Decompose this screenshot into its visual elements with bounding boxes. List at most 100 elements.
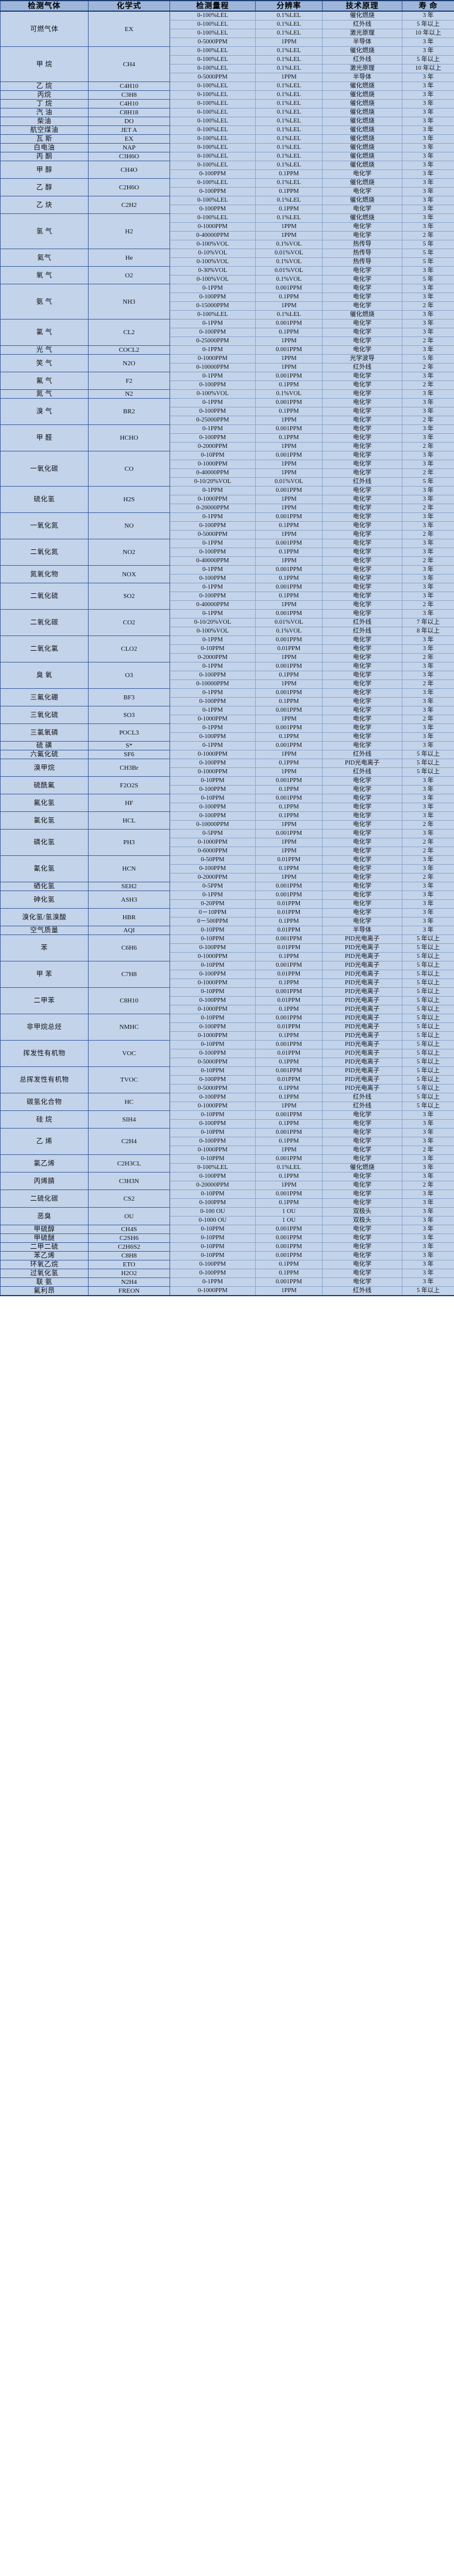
cell-technology: 电化学 (322, 231, 402, 240)
cell-lifetime: 2 年 (402, 301, 454, 311)
cell-detection-range: 0-1PPM (170, 398, 256, 407)
cell-resolution: 0.1%LEL (255, 64, 323, 73)
table-row: 碳氢化合物 HC 0-100PPM 0.1PPM 红外线 5 年以上 (0, 1093, 454, 1111)
cell-chemical-formula: C2H3CL (88, 1154, 170, 1173)
cell-detection-range: 0-100%LEL (170, 55, 256, 64)
cell-detection-range: 0-10PPM (170, 961, 256, 970)
cell-technology: 电化学 (322, 847, 402, 856)
cell-technology: 电化学 (322, 433, 402, 443)
cell-resolution: 0.1%VOL (255, 275, 323, 284)
cell-resolution: 0.001PPM (255, 398, 323, 407)
table-row: 氮 气 N2 0-100%VOL 0.1%VOL 电化学 3 年 (0, 389, 454, 399)
cell-lifetime: 5 年 (402, 477, 454, 487)
cell-resolution: 0.1%LEL (255, 99, 323, 108)
cell-gas-name: 氯化氢 (0, 811, 89, 830)
cell-technology: 半导体 (322, 73, 402, 82)
cell-technology: 催化燃烧 (322, 213, 402, 223)
cell-resolution: 0.1%VOL (255, 240, 323, 249)
table-row: 三氧化硫 SO3 0-1PPM 0.001PPM 电化学 3 年 (0, 706, 454, 724)
cell-lifetime: 5 年以上 (402, 987, 454, 997)
cell-detection-range: 0-10PPM (170, 776, 256, 786)
cell-detection-range: 0-5000PPM (170, 73, 256, 82)
cell-technology: 电化学 (322, 803, 402, 812)
cell-detection-range: 0-100PPM (170, 548, 256, 557)
cell-gas-name: 氦气 (0, 249, 89, 267)
cell-detection-range: 0-5000PPM (170, 38, 256, 47)
cell-lifetime: 5 年以上 (402, 1075, 454, 1085)
table-row: 过氧化氢 H2O2 0-100PPM 0.1PPM 电化学 3 年 (0, 1269, 454, 1278)
cell-detection-range: 0-100PPM (170, 521, 256, 531)
cell-gas-name: 溴 气 (0, 398, 89, 425)
cell-resolution: 0.001PPM (255, 284, 323, 293)
cell-lifetime: 5 年以上 (402, 934, 454, 944)
table-row: 非甲烷总烃 NMHC 0-10PPM 0.001PPM PID光电离子 5 年以上 (0, 1014, 454, 1041)
cell-technology: 电化学 (322, 592, 402, 601)
table-row: 氟化氢 HF 0-10PPM 0.001PPM 电化学 3 年 (0, 794, 454, 812)
cell-detection-range: 0-100PPM (170, 407, 256, 416)
cell-detection-range: 0-100%LEL (170, 196, 256, 205)
table-row: 光 气 COCL2 0-1PPM 0.001PPM 电化学 3 年 (0, 345, 454, 355)
cell-lifetime: 5 年以上 (402, 750, 454, 759)
table-row: 0-5000PPM 1PPM 电化学 2 年 (1, 530, 454, 539)
cell-technology: 激光原理 (322, 29, 402, 38)
cell-resolution: 0.1PPM (255, 407, 323, 416)
cell-detection-range: 0-1PPM (170, 891, 256, 900)
cell-lifetime: 3 年 (402, 319, 454, 328)
cell-resolution: 0.1PPM (255, 1058, 323, 1067)
cell-detection-range: 0-100PPM (170, 671, 256, 680)
cell-chemical-formula: NO2 (88, 539, 170, 566)
cell-resolution: 1PPM (255, 820, 323, 830)
cell-resolution: 0.01PPM (255, 1049, 323, 1058)
cell-detection-range: 0-100%LEL (170, 143, 256, 152)
cell-detection-range: 0-100%LEL (170, 20, 256, 29)
table-row: 0-100PPM 0.1PPM 电化学 2 年 (1, 380, 454, 390)
cell-lifetime: 3 年 (402, 1251, 454, 1260)
cell-technology: 电化学 (322, 301, 402, 311)
cell-resolution: 0.1%VOL (255, 257, 323, 267)
cell-chemical-formula: NOX (88, 565, 170, 583)
cell-resolution: 0.001PPM (255, 662, 323, 671)
cell-lifetime: 3 年 (402, 644, 454, 654)
cell-resolution: 0.001PPM (255, 1110, 323, 1120)
cell-detection-range: 0-15000PPM (170, 301, 256, 311)
cell-resolution: 0.1%LEL (255, 81, 323, 91)
cell-chemical-formula: F2O2S (88, 776, 170, 794)
cell-lifetime: 3 年 (402, 1269, 454, 1278)
cell-lifetime: 3 年 (402, 1163, 454, 1173)
cell-resolution: 1PPM (255, 73, 323, 82)
table-row: 0-10/20%VOL 0.01%VOL 红外线 5 年 (1, 477, 454, 487)
table-row: 0-100PPM 0.1PPM 电化学 3 年 (1, 574, 454, 583)
cell-technology: 催化燃烧 (322, 11, 402, 21)
table-row: 0-40000PPM 1PPM 电化学 2 年 (1, 556, 454, 566)
cell-resolution: 1PPM (255, 530, 323, 539)
cell-technology: 电化学 (322, 653, 402, 662)
cell-technology: 电化学 (322, 706, 402, 715)
table-row: 0-6000PPM 1PPM 电化学 2 年 (1, 847, 454, 856)
cell-lifetime: 2 年 (402, 873, 454, 882)
table-row: 磷化氢 PH3 0-5PPM 0.001PPM 电化学 3 年 (0, 829, 454, 856)
table-row: 0-10000PPM 1PPM 电化学 2 年 (1, 820, 454, 830)
cell-lifetime: 3 年 (402, 811, 454, 821)
table-row: 氯 气 CL2 0-1PPM 0.001PPM 电化学 3 年 (0, 319, 454, 346)
table-row: 柴油 DO 0-100%LEL 0.1%LEL 催化燃烧 3 年 (0, 117, 454, 126)
cell-gas-name: 二氧化氮 (0, 539, 89, 566)
cell-resolution: 1PPM (255, 468, 323, 478)
cell-gas-name: 瓦 斯 (0, 134, 89, 144)
cell-resolution: 1PPM (255, 337, 323, 346)
cell-resolution: 0.001PPM (255, 961, 323, 970)
cell-resolution: 1PPM (255, 1181, 323, 1190)
table-row: 丙烷 C3H8 0-100%LEL 0.1%LEL 催化燃烧 3 年 (0, 90, 454, 100)
cell-resolution: 0.01%VOL (255, 249, 323, 258)
cell-resolution: 0.1PPM (255, 864, 323, 874)
cell-gas-name: 氢 气 (0, 213, 89, 249)
cell-technology: 电化学 (322, 424, 402, 434)
cell-lifetime: 3 年 (402, 917, 454, 926)
table-row: 氦气 He 0-10%VOL 0.01%VOL 热传导 5 年 (0, 249, 454, 267)
cell-technology: 电化学 (322, 380, 402, 390)
cell-lifetime: 3 年 (402, 926, 454, 935)
cell-chemical-formula: O2 (88, 266, 170, 284)
cell-detection-range: 0-10/20%VOL (170, 618, 256, 627)
cell-gas-name: 硫化氢 (0, 486, 89, 513)
cell-detection-range: 0-100PPM (170, 732, 256, 742)
cell-technology: 电化学 (322, 723, 402, 733)
